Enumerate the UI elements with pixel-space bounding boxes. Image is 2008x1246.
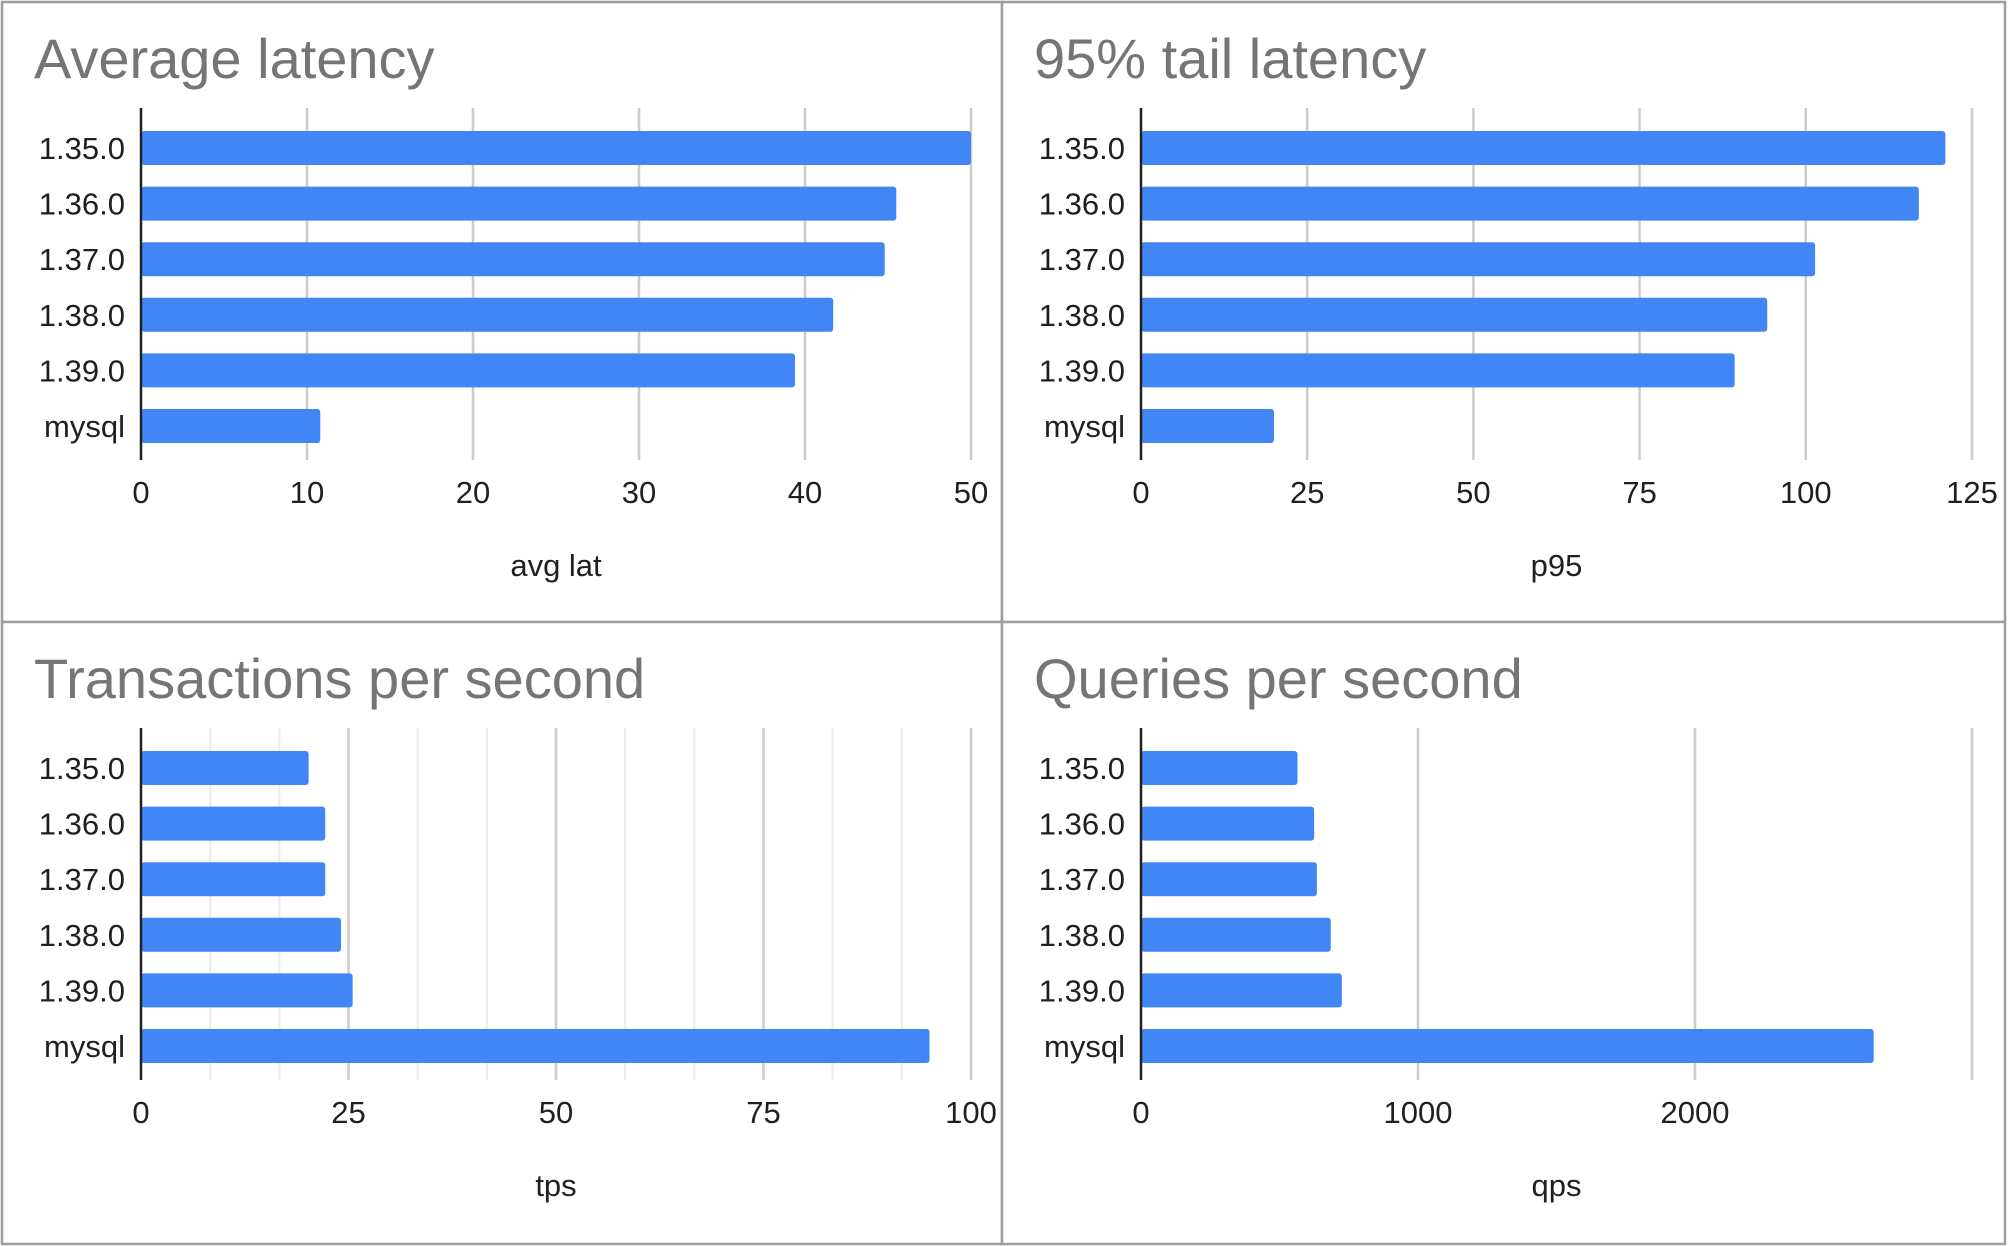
category-label: 1.36.0 [1039,807,1125,842]
x-tick-label: 0 [1132,1095,1149,1130]
category-label: 1.36.0 [1039,187,1125,222]
bar-mysql [1141,409,1274,443]
x-tick-label: 25 [331,1095,365,1130]
x-axis-title: avg lat [510,548,602,583]
x-tick-label: 25 [1290,475,1324,510]
bar-1.38.0 [141,917,342,952]
category-label: 1.35.0 [39,751,125,786]
x-tick-label: 2000 [1661,1095,1730,1130]
chart-title: Queries per second [1034,647,1523,710]
x-axis-title: p95 [1531,548,1583,583]
bar-1.35.0 [141,131,971,165]
x-tick-label: 50 [1456,475,1490,510]
category-label: 1.37.0 [1039,862,1125,897]
category-label: 1.38.0 [1039,298,1125,333]
x-tick-label: 50 [954,475,988,510]
category-label: 1.38.0 [39,918,125,953]
category-label: 1.39.0 [39,973,125,1008]
bar-mysql [141,409,321,443]
bar-1.37.0 [141,862,326,897]
category-label: 1.35.0 [1039,751,1125,786]
chart-panel-4: Queries per second 0 1000 2000 1.35.0 1.36.0 1… [1000,620,2007,1246]
chart-title: Transactions per second [34,647,645,710]
x-tick-label: 30 [622,475,656,510]
category-label: 1.35.0 [39,131,125,166]
bar-mysql [141,1029,930,1063]
x-tick-label: 0 [132,475,149,510]
x-tick-label: 0 [1132,475,1149,510]
x-axis-title: qps [1532,1168,1582,1203]
category-label: 1.38.0 [1039,918,1125,953]
x-tick-label: 0 [132,1095,149,1130]
x-tick-label: 100 [1780,475,1832,510]
category-label: 1.37.0 [1039,242,1125,277]
x-tick-label: 20 [456,475,490,510]
category-label: 1.38.0 [39,298,125,333]
category-label: 1.37.0 [39,862,125,897]
x-tick-label: 40 [788,475,822,510]
bar-1.36.0 [141,806,326,841]
bar-1.37.0 [1141,242,1816,277]
chart-panel-2: 95% tail latency 0 25 50 75 100 125 1.35.0 1.36.… [1000,0,2007,624]
bar-1.38.0 [1141,297,1768,332]
category-label: 1.36.0 [39,187,125,222]
category-label: 1.37.0 [39,242,125,277]
bar-1.39.0 [141,353,796,388]
chart-title: Average latency [34,27,435,90]
category-label: mysql [44,1029,125,1064]
bar-1.35.0 [1141,751,1298,785]
category-label: 1.39.0 [1039,353,1125,388]
bar-1.39.0 [1141,973,1342,1008]
x-tick-label: 75 [746,1095,780,1130]
category-label: 1.35.0 [1039,131,1125,166]
x-tick-label: 10 [290,475,324,510]
x-tick-label: 1000 [1384,1095,1453,1130]
bar-1.39.0 [1141,353,1735,388]
chart-panel-1: Average latency 0 10 20 30 40 50 1.35.0 1.36.0 1.… [0,0,1004,624]
bar-1.37.0 [141,242,885,277]
x-axis-title: tps [535,1168,576,1203]
bar-1.35.0 [141,751,309,785]
bar-1.38.0 [1141,917,1331,952]
category-label: 1.39.0 [1039,973,1125,1008]
bar-1.35.0 [1141,131,1946,165]
x-tick-label: 75 [1622,475,1656,510]
bar-1.36.0 [1141,186,1919,221]
bar-1.37.0 [1141,862,1317,897]
bar-1.38.0 [141,297,834,332]
category-label: mysql [44,409,125,444]
chart-title: 95% tail latency [1034,27,1426,90]
x-tick-label: 100 [945,1095,997,1130]
x-tick-label: 50 [539,1095,573,1130]
bar-1.36.0 [141,186,897,221]
category-label: mysql [1044,409,1125,444]
bar-mysql [1141,1029,1874,1063]
category-label: 1.36.0 [39,807,125,842]
category-label: 1.39.0 [39,353,125,388]
category-label: mysql [1044,1029,1125,1064]
bar-1.39.0 [141,973,353,1008]
bar-1.36.0 [1141,806,1315,841]
x-tick-label: 125 [1946,475,1998,510]
chart-panel-3: Transactions per second 0 25 50 75 100 1.35.0 1… [0,620,1004,1246]
